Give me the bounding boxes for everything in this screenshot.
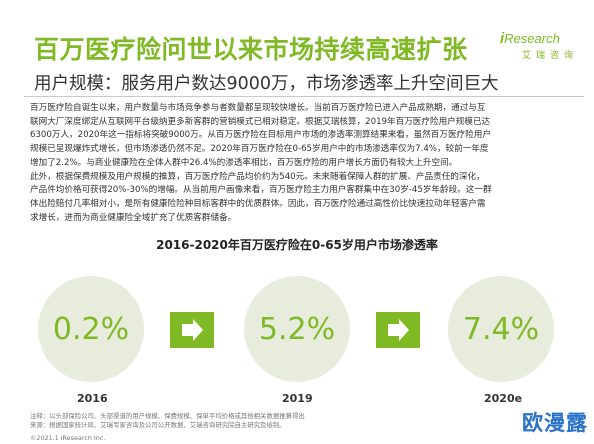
body-line: 此外，根据保费规模及用户规模的推算，百万医疗险产品均价约为540元。未来随着保障… (30, 171, 485, 182)
year-label-2016: 2016 (77, 392, 108, 405)
body-line: 求增长，进而为商业健康险全域扩充了优质客群储备。 (30, 212, 237, 223)
value-label-2016: 0.2% (52, 311, 130, 347)
body-line: 体出险赔付几率相对小，是所有健康险险种目标客群中的优质群体。因此，百万医疗险通过… (30, 198, 486, 209)
body-line: 百万医疗险自诞生以来，用户数量与市场竞争参与者数量都呈现较快增长。当前百万医疗险… (30, 103, 486, 113)
year-label-2020e: 2020e (484, 392, 523, 405)
year-label-2019: 2019 (282, 392, 313, 405)
body-line: 联网大厂深度绑定从互联网平台级纳更多新客群的营销模式已相对稳定。根据艾瑞核算，2… (30, 116, 491, 127)
value-label-2020e: 7.4% (462, 311, 540, 347)
value-circle-2019: 5.2% (244, 276, 350, 382)
brand-subtitle: 艾瑞咨询 (522, 51, 579, 61)
value-circle-2016: 0.2% (38, 276, 144, 382)
body-line: 6300万人，2020年这一指标将突破9000万。从百万医疗险在目标用户市场的渗… (30, 130, 491, 141)
right-arrow-icon (170, 312, 214, 348)
arrow-shape (170, 312, 214, 348)
footnote-line: 注释：以头部保险公司、头部渠道的用户规模、保费规模、保单平均价格或其他相关数据推… (30, 412, 305, 420)
right-arrow-icon (376, 312, 420, 348)
body-line: 增加了2.2%。与商业健康险在全体人群中26.4%的渗透率相比，百万医疗险的用户… (30, 157, 458, 168)
brand-i-mark: i (500, 30, 505, 47)
body-line: 产品件均价格可获得20%-30%的增幅。从当前用户画像来看，百万医疗险主力用户客… (30, 185, 492, 196)
footnote: 注释：以头部保险公司、头部渠道的用户规模、保费规模、保单平均价格或其他相关数据推… (30, 412, 500, 430)
footnote-line: 来源：根据国家统计局、艾瑞专家咨询及公司公开数据，艾瑞咨询研究院自主研究及绘制。 (30, 421, 286, 429)
brand-logo: iResearch 艾瑞咨询 (500, 30, 582, 61)
page-title: 百万医疗险问世以来市场持续高速扩张 (34, 35, 468, 64)
subtitle-bar: 用户规模：服务用户数达9000万，市场渗透率上升空间巨大 (24, 68, 584, 97)
section-subtitle: 用户规模：服务用户数达9000万，市场渗透率上升空间巨大 (34, 74, 499, 94)
value-label-2019: 5.2% (258, 311, 336, 347)
value-circle-2020e: 7.4% (448, 276, 554, 382)
chart-title: 2016-2020年百万医疗险在0-65岁用户市场渗透率 (156, 238, 438, 252)
copyright: ©2021.1 iResearch Inc. (30, 434, 106, 442)
brand-name: Research (504, 31, 560, 46)
body-line: 规模已呈现爆炸式增长，但市场渗透仍然不足。2020年百万医疗险在0-65岁用户中… (30, 144, 489, 155)
body-paragraph: 百万医疗险自诞生以来，用户数量与市场竞争参与者数量都呈现较快增长。当前百万医疗险… (30, 102, 582, 225)
arrow-shape (376, 312, 420, 348)
site-watermark: 欧漫露 (518, 402, 592, 442)
